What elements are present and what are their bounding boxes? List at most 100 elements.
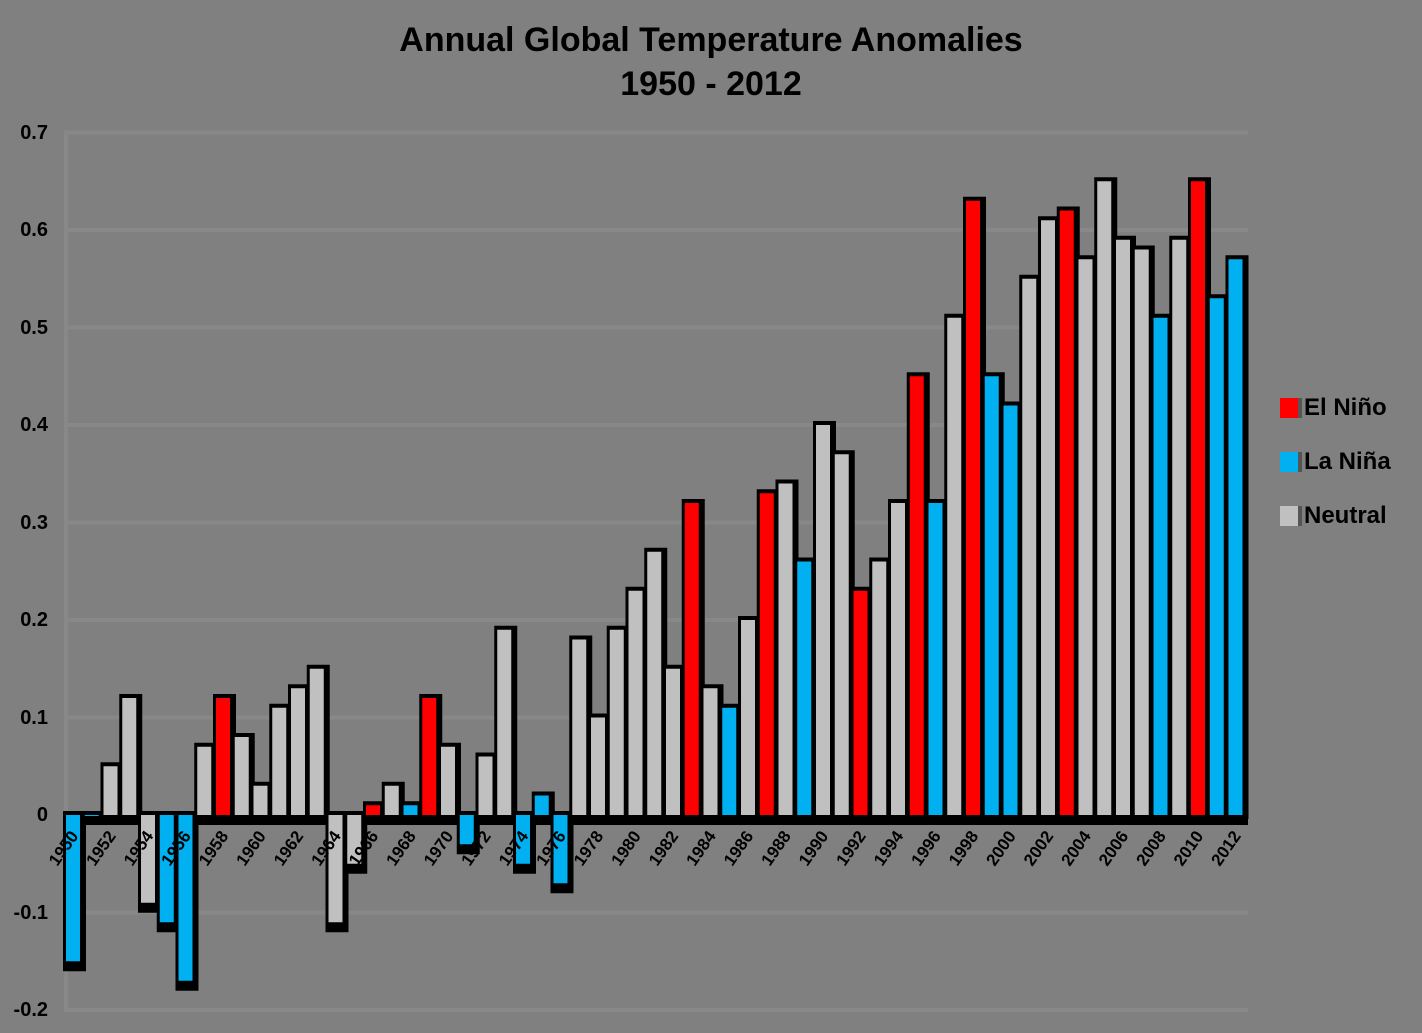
bar-2006 <box>1116 239 1130 815</box>
legend-label: El Niño <box>1304 394 1387 421</box>
gridline <box>64 520 1248 525</box>
bar-2011 <box>1209 298 1224 815</box>
bar-1992 <box>853 590 868 815</box>
bar-1956 <box>178 815 193 981</box>
x-tick-label: 1998 <box>945 827 982 869</box>
bar-1995 <box>909 376 924 815</box>
bar-2003 <box>1059 210 1074 815</box>
bar-1980 <box>628 590 643 815</box>
chart-title: Annual Global Temperature Anomalies 1950… <box>0 18 1422 106</box>
legend-swatch-red <box>1280 398 1298 418</box>
legend: El Niño La Niña Neutral <box>1280 394 1391 557</box>
bar-1958 <box>216 698 230 815</box>
bar-1977 <box>572 639 587 815</box>
bar-1982 <box>666 668 680 815</box>
bar-2007 <box>1134 249 1149 815</box>
bar-1954 <box>141 815 155 903</box>
x-tick-label: 2008 <box>1133 827 1170 869</box>
bar-1968 <box>403 805 418 815</box>
bar-1984 <box>703 688 718 815</box>
bar-1986 <box>741 620 755 815</box>
x-tick-label: 2006 <box>1095 827 1132 869</box>
legend-label: La Niña <box>1304 448 1391 475</box>
bar-1979 <box>609 629 624 815</box>
y-tick-label: 0.3 <box>20 511 48 534</box>
bar-1953 <box>122 698 137 815</box>
bar-2005 <box>1097 181 1112 815</box>
bar-1974 <box>516 815 530 864</box>
y-tick-label: 0.2 <box>20 609 48 631</box>
bar-1976 <box>553 815 568 884</box>
bar-1998 <box>966 200 980 815</box>
bar-2001 <box>1022 278 1037 815</box>
bar-1962 <box>291 688 305 815</box>
y-tick-label: 0.4 <box>20 414 48 436</box>
x-tick-label: 1996 <box>908 827 945 869</box>
bar-2010 <box>1191 181 1205 815</box>
x-tick-label: 1970 <box>420 827 457 869</box>
bar-1997 <box>947 317 962 815</box>
x-tick-label: 1990 <box>795 827 832 869</box>
bar-2002 <box>1041 220 1055 815</box>
y-tick-label: 0.6 <box>20 219 48 241</box>
bar-1966 <box>366 805 380 815</box>
chart-title-main: Annual Global Temperature Anomalies <box>399 21 1023 59</box>
x-axis-line <box>64 815 1248 825</box>
gridline <box>64 1008 1248 1012</box>
bar-1951 <box>84 815 99 816</box>
bar-2004 <box>1078 259 1093 815</box>
bar-1961 <box>272 707 287 815</box>
legend-item-neutral: Neutral <box>1280 502 1391 529</box>
bar-2012 <box>1228 259 1243 815</box>
bar-1952 <box>103 766 118 815</box>
bar-1975 <box>534 795 549 815</box>
bar-1994 <box>891 503 905 815</box>
legend-item-lanina: La Niña <box>1280 448 1391 475</box>
x-tick-label: 1958 <box>195 827 232 869</box>
bar-1963 <box>309 668 324 815</box>
x-tick-label: 1980 <box>608 827 645 869</box>
x-tick-label: 1986 <box>720 827 757 869</box>
x-axis-labels: 1950 1952 1954 1956 1958 1960 1962 1964 1966 1968… <box>45 827 1245 869</box>
y-tick-label: 0.5 <box>20 316 48 339</box>
y-tick-label: -0.2 <box>13 999 48 1021</box>
bar-1981 <box>647 551 662 815</box>
bar-1990 <box>816 425 830 815</box>
chart-subtitle: 1950 - 2012 <box>620 65 802 103</box>
bars <box>66 181 1243 981</box>
bar-1969 <box>422 698 437 815</box>
y-tick-label: 0.7 <box>20 121 48 144</box>
bar-1967 <box>384 785 399 815</box>
x-tick-label: 1982 <box>645 827 682 869</box>
bar-1965 <box>347 815 362 864</box>
x-tick-label: 1988 <box>758 827 795 869</box>
gridline <box>64 423 1248 427</box>
bar-2008 <box>1153 317 1168 815</box>
bar-1988 <box>778 483 793 815</box>
bar-1959 <box>234 737 249 815</box>
bar-1987 <box>759 493 774 815</box>
bar-1964 <box>328 815 343 923</box>
bar-1973 <box>497 629 512 815</box>
x-tick-label: 2004 <box>1058 827 1096 869</box>
bar-2009 <box>1172 239 1187 815</box>
x-tick-label: 1968 <box>383 827 420 869</box>
x-tick-label: 1952 <box>83 827 120 869</box>
bar-1993 <box>872 561 887 815</box>
bar-1985 <box>722 707 737 815</box>
x-tick-label: 2002 <box>1020 827 1057 869</box>
bar-1970 <box>441 746 455 815</box>
x-tick-label: 1984 <box>683 827 721 869</box>
bar-1955 <box>159 815 174 923</box>
x-tick-label: 1994 <box>870 827 908 869</box>
legend-swatch-blue <box>1280 452 1298 472</box>
x-tick-label: 1960 <box>233 827 270 869</box>
gridline <box>64 325 1248 330</box>
gridline <box>64 910 1248 915</box>
bar-1972 <box>478 756 493 815</box>
y-tick-label: 0.1 <box>20 706 48 729</box>
y-tick-label: 0 <box>36 804 48 826</box>
bar-1983 <box>684 503 699 815</box>
x-tick-label: 2010 <box>1170 827 1207 869</box>
